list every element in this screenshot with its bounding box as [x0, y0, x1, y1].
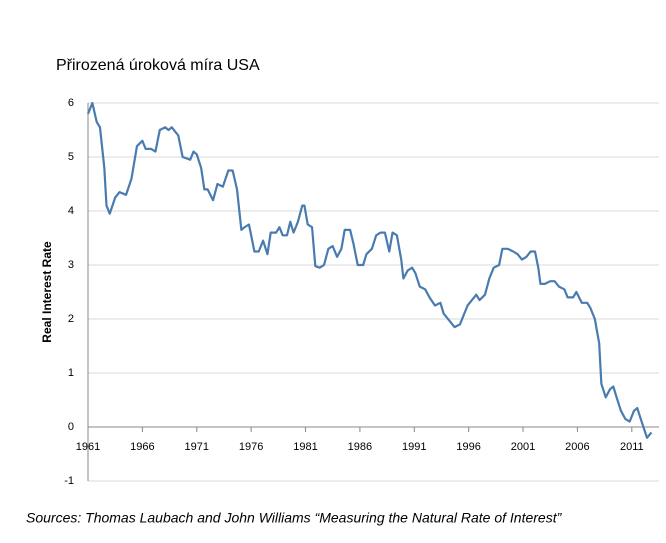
- y-axis-label: Real Interest Rate: [40, 241, 54, 343]
- source-note: Sources: Thomas Laubach and John William…: [26, 510, 563, 526]
- x-tick-label: 2001: [511, 441, 535, 453]
- x-tick-label: 1981: [293, 441, 317, 453]
- x-tick-label: 1996: [456, 441, 480, 453]
- x-tick-label: 1986: [348, 441, 372, 453]
- y-tick-label: 0: [68, 421, 74, 433]
- y-tick-label: 5: [68, 151, 74, 163]
- x-tick-label: 1976: [239, 441, 263, 453]
- y-tick-label: 3: [68, 259, 74, 271]
- data-line: [86, 101, 653, 439]
- x-tick-label: 1991: [402, 441, 426, 453]
- x-tick-label: 1961: [76, 441, 100, 453]
- y-tick-label: -1: [64, 475, 74, 487]
- x-tick-label: 2006: [565, 441, 589, 453]
- y-tick-label: 6: [68, 97, 74, 109]
- y-tick-label: 4: [68, 205, 74, 217]
- chart-title: Přirozená úroková míra USA: [56, 57, 260, 74]
- x-tick-label: 1966: [130, 441, 154, 453]
- y-tick-label: 1: [68, 367, 74, 379]
- x-tick-label: 2011: [620, 441, 644, 453]
- y-tick-label: 2: [68, 313, 74, 325]
- x-tick-label: 1971: [185, 441, 209, 453]
